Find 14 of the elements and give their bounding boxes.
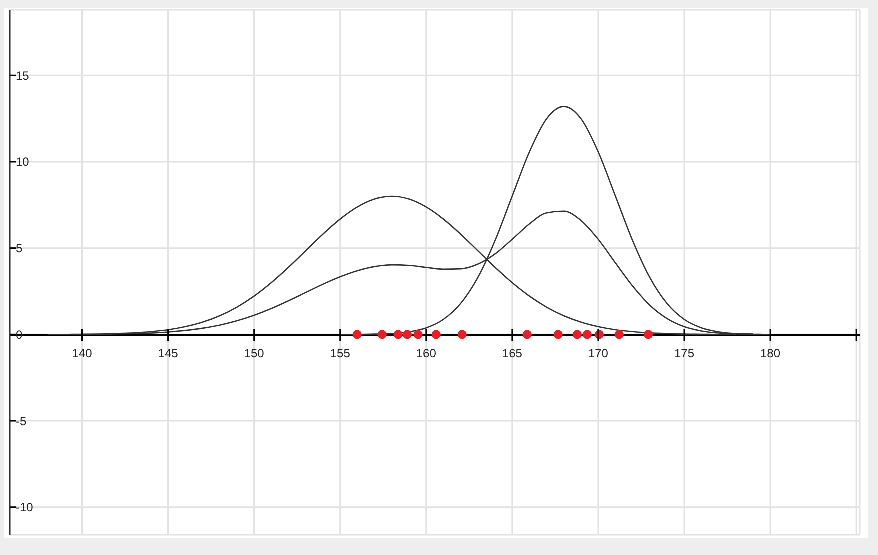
x-tick-label: 150 <box>244 346 265 360</box>
y-tick-label: 5 <box>16 242 23 256</box>
x-tick-label: 160 <box>416 346 437 360</box>
x-tick-label: 140 <box>72 346 93 360</box>
x-tick-label: 180 <box>760 346 781 360</box>
x-tick-label: 165 <box>502 346 523 360</box>
x-tick-label: 145 <box>158 346 179 360</box>
y-tick-label: -5 <box>16 414 27 428</box>
x-tick-label: 170 <box>588 346 609 360</box>
x-tick-label: 155 <box>330 346 351 360</box>
y-tick-label: 10 <box>16 155 30 170</box>
x-tick-label: 175 <box>674 346 695 360</box>
y-tick-label: 15 <box>16 68 30 83</box>
y-tick-label: -10 <box>16 500 34 515</box>
